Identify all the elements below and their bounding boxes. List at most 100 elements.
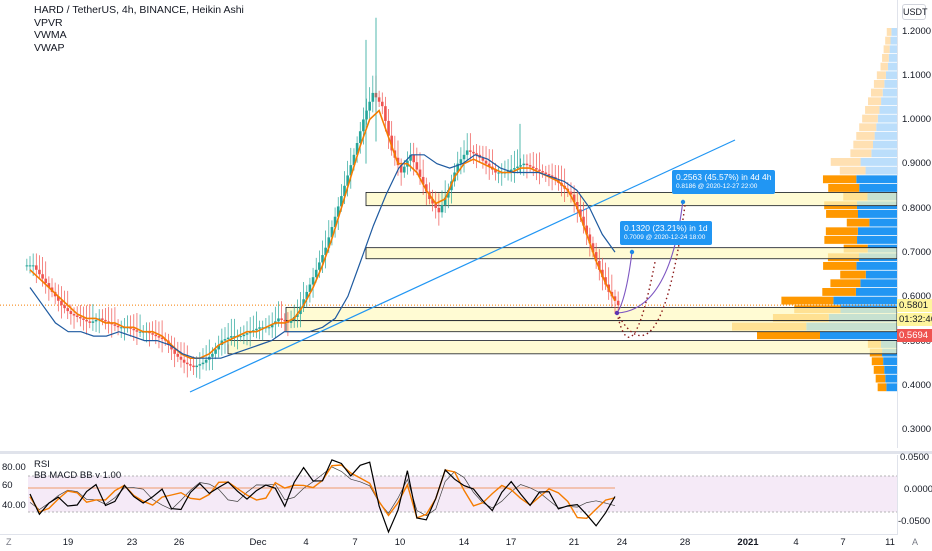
candle-body bbox=[365, 110, 368, 120]
projection-callout-lower[interactable]: 0.1320 (23.21%) in 1d 0.7009 @ 2020-12-2… bbox=[620, 221, 712, 245]
candle-body bbox=[475, 153, 478, 155]
support-resistance-zone bbox=[227, 340, 897, 355]
candle-body bbox=[211, 353, 214, 357]
volume-profile-bar-down bbox=[873, 80, 885, 88]
volume-profile-bar-down bbox=[822, 175, 857, 184]
projection-callout-upper[interactable]: 0.2563 (45.57%) in 4d 4h 0.8186 @ 2020-1… bbox=[672, 170, 776, 194]
candle-body bbox=[85, 319, 88, 322]
volume-profile-bar-down bbox=[880, 62, 888, 71]
rsi-pane[interactable] bbox=[0, 454, 897, 534]
candle-body bbox=[38, 269, 41, 275]
candle-body bbox=[358, 131, 362, 144]
candle-body bbox=[214, 349, 217, 354]
date-label: 14 bbox=[458, 537, 470, 548]
candle-body bbox=[63, 305, 66, 309]
candle-body bbox=[321, 255, 324, 263]
volume-profile-bar-down bbox=[875, 374, 886, 383]
candle-body bbox=[525, 163, 529, 166]
volume-profile-bar-up bbox=[879, 106, 897, 114]
date-label: Dec bbox=[249, 537, 267, 548]
volume-profile-bar-up bbox=[888, 54, 897, 62]
candle-body bbox=[289, 319, 293, 323]
bb-macd-label[interactable]: BB MACD BB v 1.00 bbox=[34, 470, 122, 481]
rsi-tick: 80.00 bbox=[2, 462, 26, 473]
candle-body bbox=[182, 359, 186, 363]
candle-body bbox=[494, 169, 497, 173]
volume-profile-bar-up bbox=[865, 270, 897, 279]
candle-body bbox=[572, 194, 576, 202]
date-label: 28 bbox=[679, 537, 691, 548]
indicator-vwap[interactable]: VWAP bbox=[34, 41, 65, 54]
volume-profile-bar-down bbox=[824, 236, 858, 244]
auto-scale-icon[interactable]: A bbox=[912, 537, 919, 547]
candle-body bbox=[484, 160, 488, 164]
volume-profile-bar-down bbox=[830, 279, 861, 288]
candle-body bbox=[377, 97, 381, 102]
volume-profile-bar-down bbox=[839, 166, 866, 175]
price-tick: 0.8000 bbox=[902, 203, 932, 214]
candle-body bbox=[179, 356, 183, 360]
rsi-right-axis[interactable]: 0.0500 0.0000 -0.0500 bbox=[897, 452, 932, 535]
time-axis[interactable]: 19 23 26 Dec 4 7 10 14 17 21 24 28 2021 … bbox=[0, 534, 897, 551]
volume-profile-bar-up bbox=[859, 184, 897, 192]
volume-profile-bar-up bbox=[887, 62, 897, 71]
candle-body bbox=[519, 165, 522, 167]
price-tick: 0.9000 bbox=[902, 158, 932, 169]
candle-body bbox=[531, 166, 535, 169]
volume-profile-bar-up bbox=[885, 374, 897, 383]
volume-profile-bar-down bbox=[823, 262, 857, 270]
candle-body bbox=[116, 325, 120, 328]
volume-profile-bar-down bbox=[886, 28, 892, 36]
main-chart[interactable] bbox=[0, 0, 897, 451]
date-label: 2021 bbox=[737, 537, 759, 548]
candle-body bbox=[324, 247, 327, 256]
price-tick: 0.3000 bbox=[902, 424, 932, 435]
volume-profile-bar-down bbox=[846, 218, 870, 227]
symbol-title[interactable]: HARD / TetherUS, 4h, BINANCE, Heikin Ash… bbox=[34, 4, 244, 16]
date-label: 10 bbox=[394, 537, 406, 548]
indicator-vpvr[interactable]: VPVR bbox=[34, 16, 63, 29]
candle-body bbox=[44, 278, 48, 284]
price-tick: 0.6000 bbox=[902, 291, 932, 302]
zoom-icon[interactable]: Z bbox=[6, 537, 12, 547]
candle-body bbox=[217, 344, 221, 350]
candle-body bbox=[513, 168, 516, 170]
candle-body bbox=[277, 318, 280, 322]
price-tick: 0.7000 bbox=[902, 247, 932, 258]
candle-body bbox=[509, 169, 513, 172]
candle-body bbox=[481, 157, 485, 161]
price-axis[interactable]: 1.2000 1.1000 1.0000 0.9000 0.8000 0.700… bbox=[897, 0, 932, 448]
volume-profile-bar-up bbox=[885, 71, 897, 80]
date-label: 7 bbox=[352, 537, 358, 548]
candle-body bbox=[371, 92, 375, 102]
candle-body bbox=[368, 101, 371, 111]
candle-body bbox=[362, 119, 365, 132]
candle-body bbox=[465, 150, 469, 155]
volume-profile-bar-down bbox=[830, 158, 861, 166]
candle-body bbox=[415, 162, 419, 170]
candle-body bbox=[160, 337, 164, 340]
candle-body bbox=[132, 328, 136, 331]
bb-upper-line bbox=[29, 466, 616, 517]
volume-profile-bar-up bbox=[882, 88, 897, 97]
pane-separator[interactable] bbox=[0, 451, 932, 454]
candle-body bbox=[233, 336, 236, 338]
candle-body bbox=[31, 265, 35, 267]
volume-profile-bar-up bbox=[856, 175, 897, 184]
indicator-vwma[interactable]: VWMA bbox=[34, 29, 67, 41]
chart-legend: HARD / TetherUS, 4h, BINANCE, Heikin Ash… bbox=[34, 4, 244, 54]
vwma-line bbox=[29, 109, 616, 359]
volume-profile-bar-up bbox=[890, 36, 897, 45]
candle-body bbox=[192, 365, 195, 368]
candle-body bbox=[582, 216, 585, 226]
candle-body bbox=[380, 101, 384, 107]
candle-body bbox=[575, 201, 579, 210]
rsi-left-axis[interactable]: 80.00 60 40.00 bbox=[0, 455, 30, 535]
currency-button[interactable]: USDT bbox=[902, 4, 928, 20]
candle-body bbox=[245, 333, 249, 335]
candle-body bbox=[333, 216, 337, 228]
candle-body bbox=[594, 252, 598, 261]
volume-profile-bar-down bbox=[865, 106, 880, 114]
rsi-label[interactable]: RSI bbox=[34, 459, 50, 470]
candle-body bbox=[75, 315, 79, 317]
